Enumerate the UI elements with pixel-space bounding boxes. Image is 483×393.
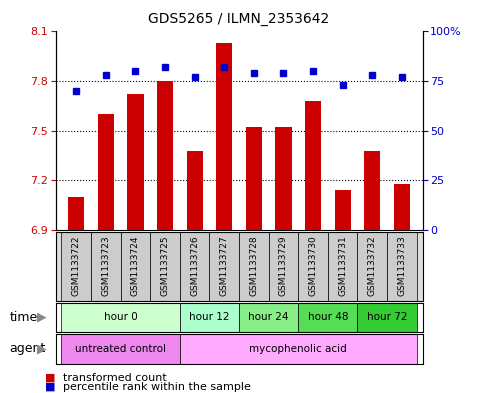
Text: mycophenolic acid: mycophenolic acid <box>249 344 347 354</box>
Bar <box>364 151 381 230</box>
Bar <box>128 94 143 230</box>
Bar <box>68 197 85 230</box>
Bar <box>180 303 239 332</box>
Bar <box>387 232 417 301</box>
Text: GSM1133726: GSM1133726 <box>190 235 199 296</box>
Bar <box>335 190 351 230</box>
Bar <box>357 303 417 332</box>
Bar <box>357 232 387 301</box>
Bar <box>246 127 262 230</box>
Text: untreated control: untreated control <box>75 344 166 354</box>
Bar <box>305 101 321 230</box>
Bar <box>298 232 328 301</box>
Text: hour 12: hour 12 <box>189 312 230 322</box>
Text: hour 24: hour 24 <box>248 312 289 322</box>
Text: GSM1133723: GSM1133723 <box>101 235 111 296</box>
Text: hour 48: hour 48 <box>308 312 348 322</box>
Text: ▶: ▶ <box>37 311 47 324</box>
Text: ■: ■ <box>45 373 56 383</box>
Bar <box>61 232 91 301</box>
Bar <box>216 43 232 230</box>
Bar <box>239 232 269 301</box>
Bar <box>121 232 150 301</box>
Bar <box>180 232 210 301</box>
Text: transformed count: transformed count <box>63 373 167 383</box>
Bar <box>61 334 180 364</box>
Bar <box>180 334 417 364</box>
Text: GSM1133730: GSM1133730 <box>309 235 318 296</box>
Bar <box>157 81 173 230</box>
Text: GSM1133733: GSM1133733 <box>398 235 406 296</box>
Bar <box>150 232 180 301</box>
Text: percentile rank within the sample: percentile rank within the sample <box>63 382 251 392</box>
Title: GDS5265 / ILMN_2353642: GDS5265 / ILMN_2353642 <box>148 12 330 26</box>
Text: GSM1133724: GSM1133724 <box>131 235 140 296</box>
Text: GSM1133728: GSM1133728 <box>249 235 258 296</box>
Text: ▶: ▶ <box>37 342 47 355</box>
Bar <box>61 303 180 332</box>
Text: hour 72: hour 72 <box>367 312 407 322</box>
Bar <box>210 232 239 301</box>
Text: GSM1133729: GSM1133729 <box>279 235 288 296</box>
Text: time: time <box>10 311 38 324</box>
Text: GSM1133725: GSM1133725 <box>160 235 170 296</box>
Text: GSM1133722: GSM1133722 <box>72 235 81 296</box>
Bar <box>91 232 121 301</box>
Text: ■: ■ <box>45 382 56 392</box>
Text: hour 0: hour 0 <box>104 312 138 322</box>
Bar <box>98 114 114 230</box>
Bar <box>394 184 410 230</box>
Bar <box>275 127 292 230</box>
Text: GSM1133732: GSM1133732 <box>368 235 377 296</box>
Bar <box>328 232 357 301</box>
Bar <box>186 151 203 230</box>
Text: GSM1133727: GSM1133727 <box>220 235 229 296</box>
Bar <box>269 232 298 301</box>
Text: GSM1133731: GSM1133731 <box>338 235 347 296</box>
Bar <box>239 303 298 332</box>
Text: agent: agent <box>10 342 46 355</box>
Bar <box>298 303 357 332</box>
